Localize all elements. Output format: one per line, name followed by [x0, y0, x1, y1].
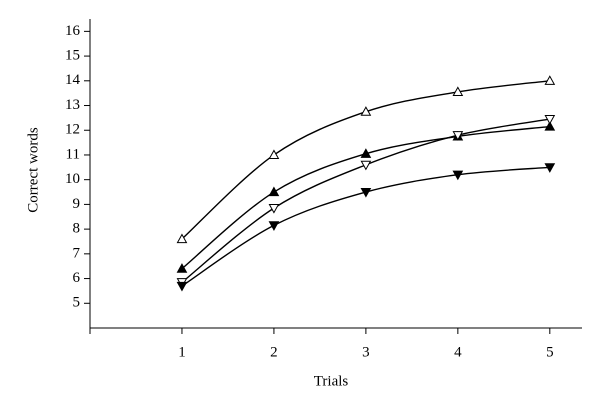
- marker: [176, 281, 188, 292]
- marker: [544, 75, 556, 85]
- series-line: [181, 80, 550, 240]
- x-tick-label: 3: [362, 344, 370, 360]
- marker: [544, 163, 556, 173]
- marker: [360, 148, 372, 158]
- marker: [360, 106, 372, 116]
- marker: [268, 204, 280, 214]
- x-tick-label: 2: [270, 344, 278, 360]
- marker: [360, 160, 372, 171]
- marker: [268, 149, 280, 160]
- y-axis-label: Correct words: [25, 127, 41, 213]
- marker: [176, 233, 188, 244]
- x-axis-label: Trials: [314, 373, 349, 389]
- series-line: [181, 118, 550, 283]
- y-tick-label: 11: [66, 146, 80, 162]
- marker: [452, 170, 464, 181]
- marker: [452, 86, 464, 97]
- y-tick-label: 15: [65, 48, 80, 64]
- y-tick-label: 5: [73, 295, 81, 311]
- marker: [268, 221, 280, 231]
- marker: [544, 115, 556, 125]
- x-tick-label: 1: [178, 344, 186, 360]
- marker: [452, 131, 464, 141]
- y-tick-label: 6: [73, 270, 81, 286]
- y-tick-label: 10: [65, 171, 80, 187]
- y-tick-label: 13: [65, 97, 80, 113]
- y-tick-label: 8: [73, 221, 81, 237]
- x-tick-label: 5: [546, 344, 554, 360]
- marker: [544, 121, 556, 131]
- x-tick-label: 4: [454, 344, 462, 360]
- y-tick-label: 16: [65, 23, 81, 39]
- marker: [360, 187, 372, 198]
- marker: [268, 186, 280, 197]
- y-tick-label: 9: [73, 196, 81, 212]
- y-tick-label: 12: [65, 122, 80, 138]
- y-tick-label: 14: [65, 72, 81, 88]
- y-tick-label: 7: [73, 245, 81, 261]
- marker: [176, 263, 188, 273]
